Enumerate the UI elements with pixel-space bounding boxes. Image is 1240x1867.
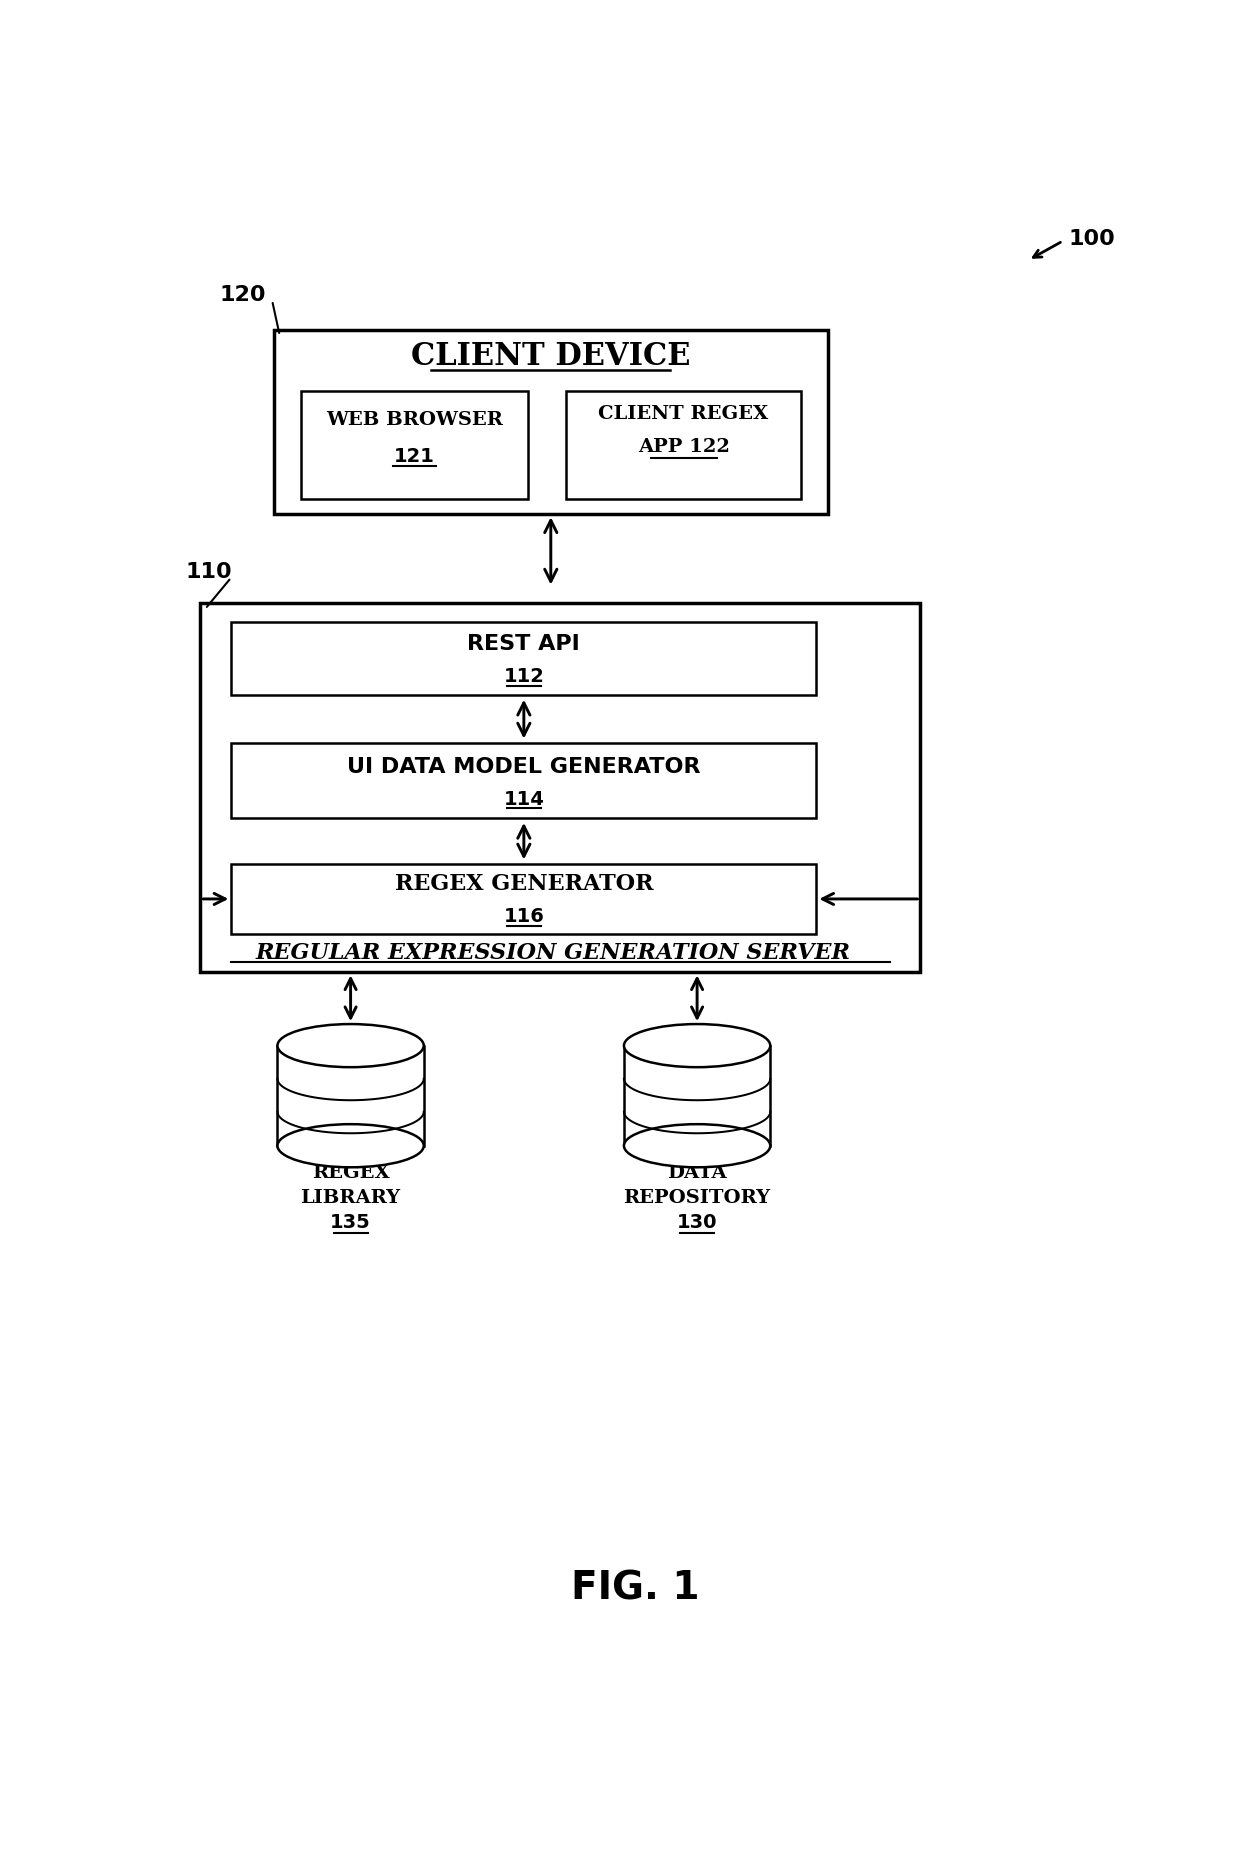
Text: 135: 135 bbox=[330, 1214, 371, 1232]
Text: REGEX GENERATOR: REGEX GENERATOR bbox=[394, 874, 653, 894]
Text: 130: 130 bbox=[677, 1214, 718, 1232]
Bar bbox=[274, 330, 828, 513]
Text: CLIENT DEVICE: CLIENT DEVICE bbox=[410, 342, 691, 372]
Text: REST API: REST API bbox=[467, 633, 580, 653]
Text: WEB BROWSER: WEB BROWSER bbox=[326, 411, 502, 429]
Text: LIBRARY: LIBRARY bbox=[300, 1189, 401, 1208]
Text: 116: 116 bbox=[503, 907, 544, 926]
Text: REGULAR EXPRESSION GENERATION SERVER: REGULAR EXPRESSION GENERATION SERVER bbox=[255, 943, 851, 963]
Text: 100: 100 bbox=[1068, 228, 1115, 248]
Bar bbox=[278, 1046, 424, 1146]
Text: 110: 110 bbox=[185, 562, 232, 583]
Text: REPOSITORY: REPOSITORY bbox=[624, 1189, 771, 1208]
Ellipse shape bbox=[278, 1025, 424, 1068]
Text: UI DATA MODEL GENERATOR: UI DATA MODEL GENERATOR bbox=[347, 756, 701, 777]
Text: 114: 114 bbox=[503, 790, 544, 808]
Text: 121: 121 bbox=[393, 446, 434, 467]
Bar bbox=[624, 1046, 770, 1146]
Bar bbox=[201, 603, 920, 973]
Ellipse shape bbox=[624, 1124, 770, 1167]
Text: CLIENT REGEX: CLIENT REGEX bbox=[599, 405, 769, 424]
Bar bbox=[231, 864, 816, 934]
Text: 120: 120 bbox=[219, 286, 267, 304]
Text: DATA: DATA bbox=[667, 1163, 727, 1182]
Bar bbox=[231, 622, 816, 695]
Text: FIG. 1: FIG. 1 bbox=[572, 1570, 699, 1607]
Ellipse shape bbox=[278, 1124, 424, 1167]
Bar bbox=[567, 390, 801, 498]
Text: APP 122: APP 122 bbox=[637, 437, 729, 456]
Ellipse shape bbox=[624, 1025, 770, 1068]
Bar bbox=[300, 390, 528, 498]
Text: REGEX: REGEX bbox=[311, 1163, 389, 1182]
Bar bbox=[231, 743, 816, 818]
Text: 112: 112 bbox=[503, 667, 544, 687]
